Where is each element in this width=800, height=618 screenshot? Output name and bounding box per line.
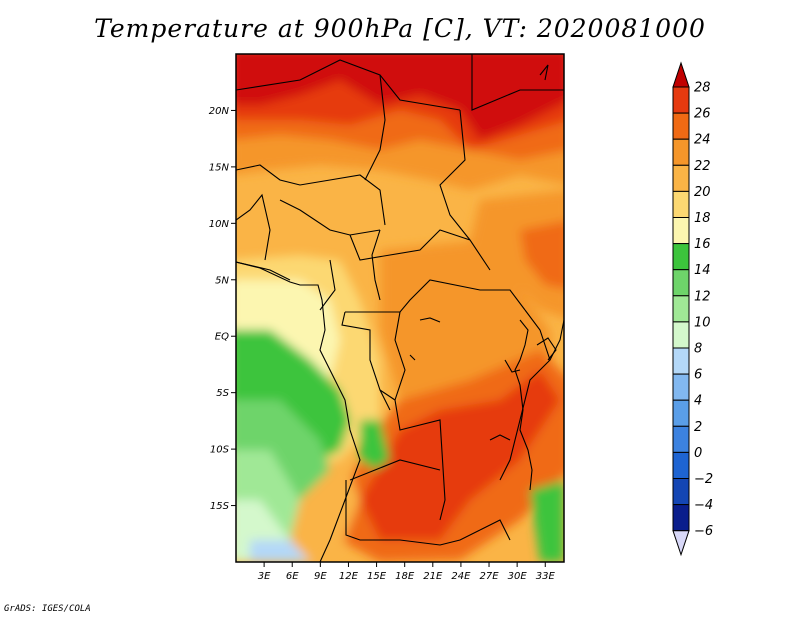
lon-tick-label: 9E	[314, 571, 327, 582]
lat-tick-label: 5S	[216, 388, 229, 399]
zone-14-angola	[360, 420, 390, 470]
zone-14-east	[530, 480, 564, 562]
colorbar-segment	[672, 190, 690, 218]
colorbar-label: 2	[694, 420, 702, 435]
lon-tick-label: 18E	[395, 571, 415, 582]
colorbar-segment	[672, 86, 690, 114]
colorbar-label: 24	[694, 133, 711, 148]
colorbar-label: 10	[694, 315, 711, 330]
zone-6-west	[250, 540, 310, 562]
lat-tick-label: 10S	[210, 445, 230, 456]
temperature-field	[236, 54, 564, 562]
lat-tick-label: 20N	[209, 106, 230, 117]
zone-28-north	[236, 54, 564, 140]
colorbar-label: 4	[694, 394, 702, 409]
colorbar-segment	[672, 399, 690, 427]
colorbar-label: 26	[694, 107, 711, 122]
lon-tick-label: 33E	[536, 571, 556, 582]
longitude-axis: 3E 6E 9E 12E 15E 18E 21E 24E 27E 30E 33E	[258, 562, 556, 582]
colorbar-label: 28	[694, 81, 711, 96]
colorbar-label: −6	[694, 524, 713, 539]
zone-22-east	[470, 190, 564, 318]
colorbar-segment	[672, 347, 690, 375]
colorbar-segment	[672, 504, 690, 532]
lon-tick-label: 21E	[423, 571, 443, 582]
colorbar-label: −2	[694, 472, 713, 487]
grads-credit: GrADS: IGES/COLA	[4, 604, 91, 614]
colorbar-segment	[672, 295, 690, 323]
lat-tick-label: EQ	[215, 332, 229, 343]
country-borders	[236, 54, 564, 546]
colorbar-label: 22	[694, 159, 711, 174]
lon-tick-label: 3E	[258, 571, 271, 582]
map-frame	[235, 53, 565, 563]
lon-tick-label: 27E	[480, 571, 500, 582]
colorbar-label: 8	[694, 342, 702, 357]
lat-tick-label: 15N	[209, 162, 230, 173]
colorbar-segment	[672, 243, 690, 271]
colorbar-label: 18	[694, 211, 711, 226]
colorbar-segment	[672, 269, 690, 297]
lat-tick-label: 5N	[215, 275, 229, 286]
lon-tick-label: 24E	[451, 571, 471, 582]
lat-tick-label: 10N	[209, 219, 230, 230]
colorbar-under-arrow	[672, 530, 690, 557]
lon-tick-label: 30E	[508, 571, 528, 582]
colorbar-segment	[672, 451, 690, 479]
map-title: Temperature at 900hPa [C], VT: 202008100…	[94, 14, 706, 43]
lon-tick-label: 12E	[339, 571, 359, 582]
colorbar-segment	[672, 373, 690, 401]
colorbar-segment	[672, 478, 690, 506]
colorbar-label: 12	[694, 289, 711, 304]
zone-26-south	[360, 370, 560, 540]
colorbar-label: 20	[694, 185, 711, 200]
colorbar-segment	[672, 321, 690, 349]
lat-tick-label: 15S	[210, 501, 230, 512]
colorbar-label: 6	[694, 368, 702, 383]
colorbar-segment	[672, 138, 690, 166]
colorbar-segment	[672, 112, 690, 140]
colorbar-over-arrow	[672, 61, 690, 88]
colorbar-label: −4	[694, 498, 713, 513]
coastline-and-lakes	[236, 64, 557, 562]
zone-24-east	[520, 221, 564, 289]
colorbar-label: 16	[694, 237, 711, 252]
lon-tick-label: 6E	[286, 571, 299, 582]
colorbar-segment	[672, 164, 690, 192]
lon-tick-label: 15E	[367, 571, 387, 582]
colorbar-segment	[672, 217, 690, 245]
colorbar-label: 14	[694, 263, 711, 278]
colorbar-label: 0	[694, 446, 702, 461]
colorbar-segment	[672, 425, 690, 453]
latitude-axis: 20N 15N 10N 5N EQ 5S 10S 15S	[209, 106, 236, 512]
